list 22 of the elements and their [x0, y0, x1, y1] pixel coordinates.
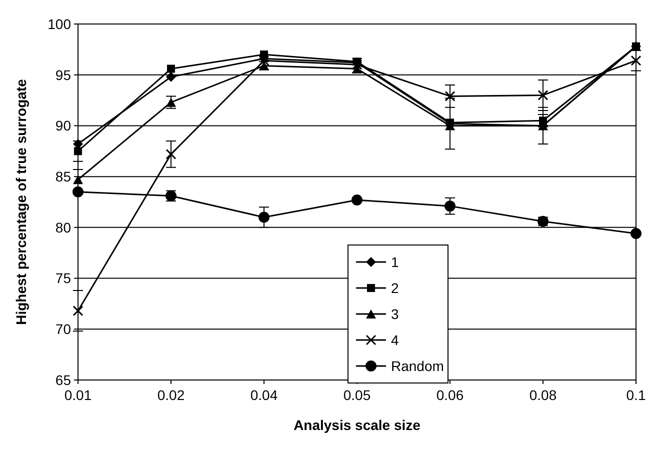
y-tick-label: 70	[55, 321, 72, 338]
y-tick-label: 65	[55, 372, 72, 388]
x-tick-label: 0.1	[626, 387, 646, 403]
y-tick-label: 95	[55, 66, 72, 83]
legend-label: 3	[391, 306, 399, 322]
legend-label: 2	[391, 280, 399, 296]
y-tick-label: 80	[55, 219, 72, 236]
legend-label: 4	[391, 332, 399, 348]
x-tick-label: 0.04	[250, 387, 278, 403]
x-tick-label: 0.08	[529, 387, 557, 403]
legend-label: Random	[391, 358, 444, 374]
y-axis-title: Highest percentage of true surrogate	[13, 78, 29, 325]
x-tick-label: 0.05	[343, 387, 371, 403]
y-tick-label: 90	[55, 118, 72, 134]
x-tick-label: 0.01	[64, 387, 92, 403]
y-tick-label: 100	[48, 16, 72, 32]
x-axis-title: Analysis scale size	[294, 417, 421, 433]
legend-label: 1	[391, 254, 399, 270]
x-tick-label: 0.06	[436, 387, 464, 403]
x-tick-label: 0.02	[157, 387, 185, 403]
y-tick-label: 85	[55, 168, 72, 184]
y-tick-label: 75	[55, 270, 72, 286]
